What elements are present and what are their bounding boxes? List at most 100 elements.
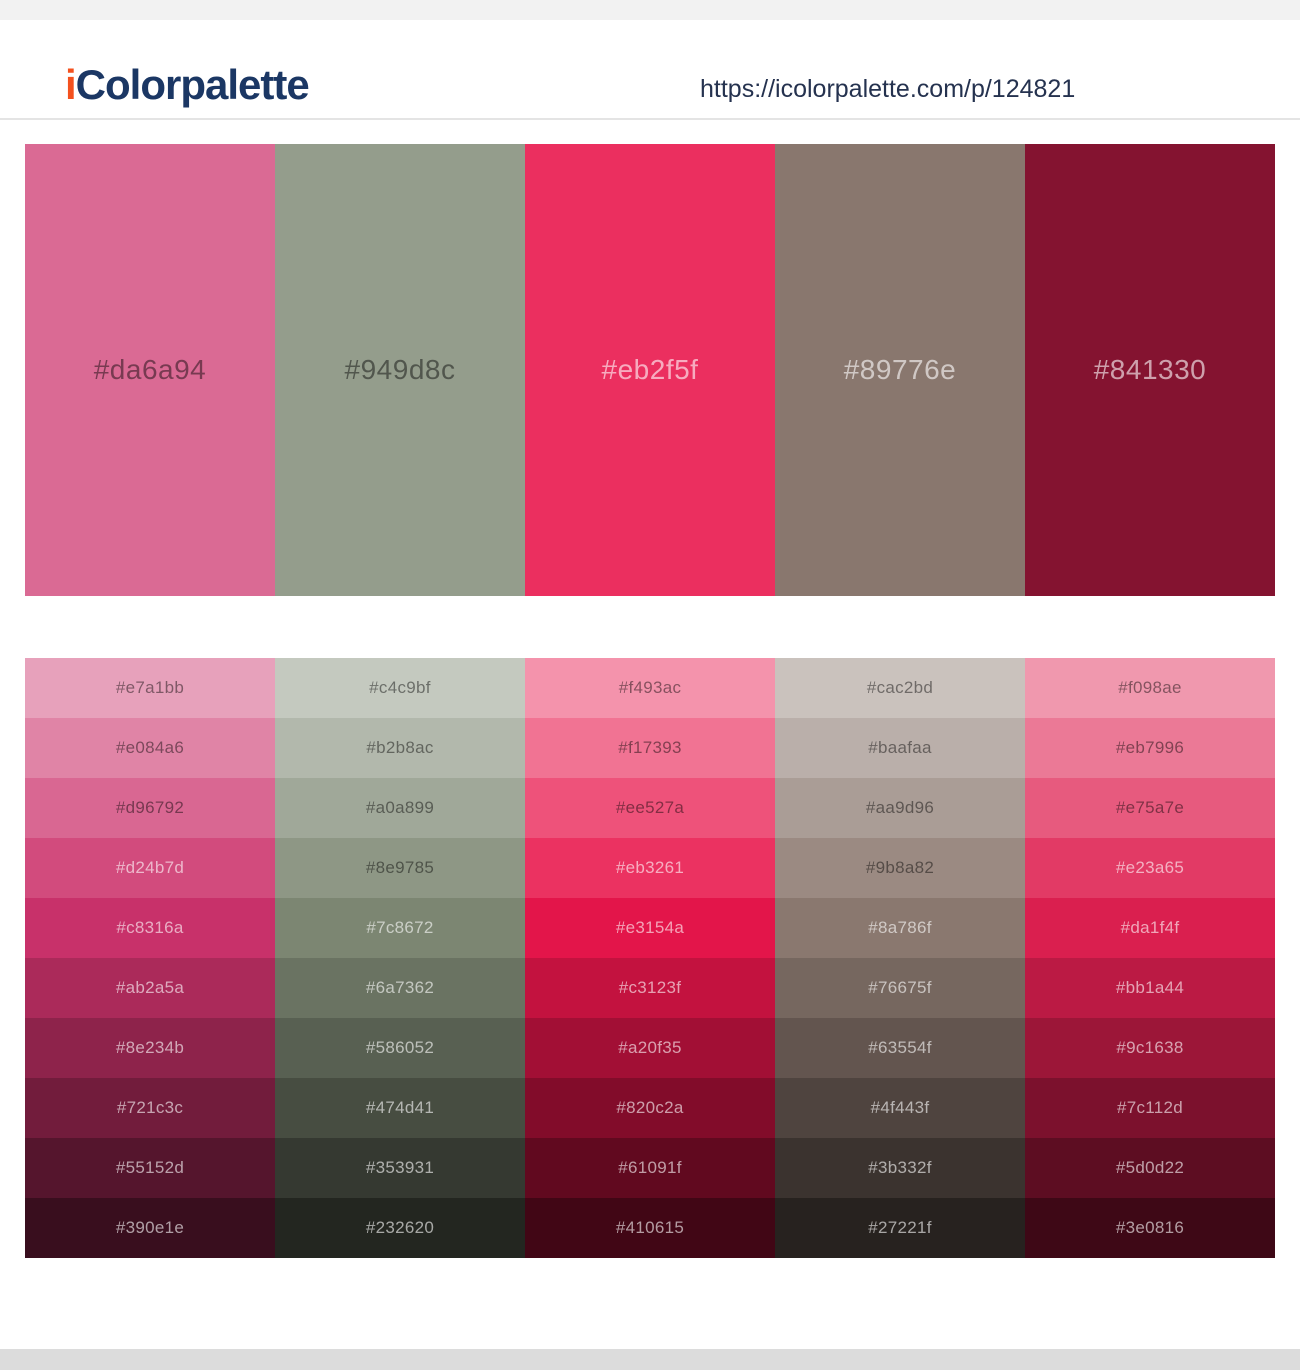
shade-cell[interactable]: #8e9785 bbox=[275, 838, 525, 898]
shade-cell[interactable]: #4f443f bbox=[775, 1078, 1025, 1138]
swatch-hex-label: #949d8c bbox=[344, 354, 456, 385]
shade-cell[interactable]: #eb7996 bbox=[1025, 718, 1275, 778]
main-palette: #da6a94 #949d8c #eb2f5f #89776e #841330 bbox=[25, 144, 1275, 596]
shade-cell[interactable]: #b2b8ac bbox=[275, 718, 525, 778]
shade-cell[interactable]: #8e234b bbox=[25, 1018, 275, 1078]
shade-hex-label: #3b332f bbox=[868, 1158, 932, 1177]
shade-row: #e7a1bb #c4c9bf #f493ac #cac2bd #f098ae bbox=[25, 658, 1275, 718]
shade-cell[interactable]: #cac2bd bbox=[775, 658, 1025, 718]
shade-hex-label: #6a7362 bbox=[365, 978, 435, 997]
shade-cell[interactable]: #f17393 bbox=[525, 718, 775, 778]
shade-cell[interactable]: #e3154a bbox=[525, 898, 775, 958]
shade-cell[interactable]: #3b332f bbox=[775, 1138, 1025, 1198]
shade-hex-label: #aa9d96 bbox=[865, 798, 935, 817]
shade-hex-label: #e75a7e bbox=[1115, 798, 1185, 817]
shade-cell[interactable]: #8a786f bbox=[775, 898, 1025, 958]
shade-cell[interactable]: #c8316a bbox=[25, 898, 275, 958]
shade-row: #8e234b #586052 #a20f35 #63554f #9c1638 bbox=[25, 1018, 1275, 1078]
shade-hex-label: #da1f4f bbox=[1120, 918, 1180, 937]
palette-swatch[interactable]: #89776e bbox=[775, 144, 1025, 596]
shade-hex-label: #a0a899 bbox=[365, 798, 435, 817]
shade-cell[interactable]: #eb3261 bbox=[525, 838, 775, 898]
shade-cell[interactable]: #c4c9bf bbox=[275, 658, 525, 718]
shade-hex-label: #e23a65 bbox=[1115, 858, 1185, 877]
shade-cell[interactable]: #f098ae bbox=[1025, 658, 1275, 718]
shade-cell[interactable]: #820c2a bbox=[525, 1078, 775, 1138]
shade-cell[interactable]: #e23a65 bbox=[1025, 838, 1275, 898]
shade-cell[interactable]: #3e0816 bbox=[1025, 1198, 1275, 1258]
shade-cell[interactable]: #353931 bbox=[275, 1138, 525, 1198]
shade-hex-label: #8a786f bbox=[868, 918, 932, 937]
footer-bar bbox=[0, 1349, 1300, 1370]
swatch-hex-label: #841330 bbox=[1093, 354, 1207, 385]
shade-row: #ab2a5a #6a7362 #c3123f #76675f #bb1a44 bbox=[25, 958, 1275, 1018]
top-strip bbox=[0, 0, 1300, 20]
shades-grid: #e7a1bb #c4c9bf #f493ac #cac2bd #f098ae #e084… bbox=[25, 658, 1275, 1258]
shade-hex-label: #baafaa bbox=[868, 738, 932, 757]
shade-cell[interactable]: #9c1638 bbox=[1025, 1018, 1275, 1078]
header: iColorpalette https://icolorpalette.com/… bbox=[0, 20, 1300, 120]
shade-cell[interactable]: #ee527a bbox=[525, 778, 775, 838]
shade-cell[interactable]: #e75a7e bbox=[1025, 778, 1275, 838]
shade-cell[interactable]: #e084a6 bbox=[25, 718, 275, 778]
logo-text: Colorpalette bbox=[75, 61, 310, 108]
shade-row: #e084a6 #b2b8ac #f17393 #baafaa #eb7996 bbox=[25, 718, 1275, 778]
palette-swatch[interactable]: #841330 bbox=[1025, 144, 1275, 596]
shade-hex-label: #353931 bbox=[365, 1158, 435, 1177]
shade-hex-label: #5d0d22 bbox=[1115, 1158, 1185, 1177]
shade-row: #390e1e #232620 #410615 #27221f #3e0816 bbox=[25, 1198, 1275, 1258]
shade-cell[interactable]: #61091f bbox=[525, 1138, 775, 1198]
shade-hex-label: #61091f bbox=[618, 1158, 682, 1177]
shade-cell[interactable]: #a0a899 bbox=[275, 778, 525, 838]
shade-cell[interactable]: #721c3c bbox=[25, 1078, 275, 1138]
shade-cell[interactable]: #55152d bbox=[25, 1138, 275, 1198]
shade-hex-label: #eb3261 bbox=[615, 858, 685, 877]
palette-swatch[interactable]: #949d8c bbox=[275, 144, 525, 596]
shade-hex-label: #f17393 bbox=[618, 738, 682, 757]
shade-hex-label: #ab2a5a bbox=[115, 978, 185, 997]
shade-cell[interactable]: #232620 bbox=[275, 1198, 525, 1258]
shade-cell[interactable]: #e7a1bb bbox=[25, 658, 275, 718]
shade-cell[interactable]: #da1f4f bbox=[1025, 898, 1275, 958]
palette-swatch[interactable]: #eb2f5f bbox=[525, 144, 775, 596]
shade-cell[interactable]: #baafaa bbox=[775, 718, 1025, 778]
shade-hex-label: #d96792 bbox=[115, 798, 185, 817]
shade-hex-label: #410615 bbox=[615, 1218, 685, 1237]
shade-hex-label: #55152d bbox=[115, 1158, 185, 1177]
shade-cell[interactable]: #410615 bbox=[525, 1198, 775, 1258]
shade-cell[interactable]: #5d0d22 bbox=[1025, 1138, 1275, 1198]
palette-swatch[interactable]: #da6a94 bbox=[25, 144, 275, 596]
shade-hex-label: #9b8a82 bbox=[865, 858, 935, 877]
shade-hex-label: #eb7996 bbox=[1115, 738, 1185, 757]
shade-cell[interactable]: #63554f bbox=[775, 1018, 1025, 1078]
shade-cell[interactable]: #a20f35 bbox=[525, 1018, 775, 1078]
shade-cell[interactable]: #586052 bbox=[275, 1018, 525, 1078]
shade-hex-label: #721c3c bbox=[116, 1098, 184, 1117]
shade-cell[interactable]: #7c112d bbox=[1025, 1078, 1275, 1138]
shade-cell[interactable]: #d24b7d bbox=[25, 838, 275, 898]
shade-row: #c8316a #7c8672 #e3154a #8a786f #da1f4f bbox=[25, 898, 1275, 958]
site-logo[interactable]: iColorpalette bbox=[65, 61, 310, 108]
shade-cell[interactable]: #d96792 bbox=[25, 778, 275, 838]
swatch-hex-label: #eb2f5f bbox=[601, 354, 699, 385]
shade-cell[interactable]: #27221f bbox=[775, 1198, 1025, 1258]
shade-hex-label: #ee527a bbox=[615, 798, 685, 817]
shade-hex-label: #8e9785 bbox=[365, 858, 435, 877]
shade-cell[interactable]: #9b8a82 bbox=[775, 838, 1025, 898]
shade-cell[interactable]: #aa9d96 bbox=[775, 778, 1025, 838]
shade-hex-label: #474d41 bbox=[365, 1098, 435, 1117]
shade-cell[interactable]: #6a7362 bbox=[275, 958, 525, 1018]
shade-cell[interactable]: #474d41 bbox=[275, 1078, 525, 1138]
shade-cell[interactable]: #76675f bbox=[775, 958, 1025, 1018]
shade-cell[interactable]: #c3123f bbox=[525, 958, 775, 1018]
shade-cell[interactable]: #390e1e bbox=[25, 1198, 275, 1258]
shade-hex-label: #7c112d bbox=[1116, 1098, 1184, 1117]
shade-hex-label: #f493ac bbox=[618, 678, 682, 697]
shade-cell[interactable]: #ab2a5a bbox=[25, 958, 275, 1018]
shade-cell[interactable]: #bb1a44 bbox=[1025, 958, 1275, 1018]
shade-cell[interactable]: #7c8672 bbox=[275, 898, 525, 958]
shade-hex-label: #cac2bd bbox=[866, 678, 934, 697]
shade-cell[interactable]: #f493ac bbox=[525, 658, 775, 718]
shade-hex-label: #f098ae bbox=[1118, 678, 1182, 697]
